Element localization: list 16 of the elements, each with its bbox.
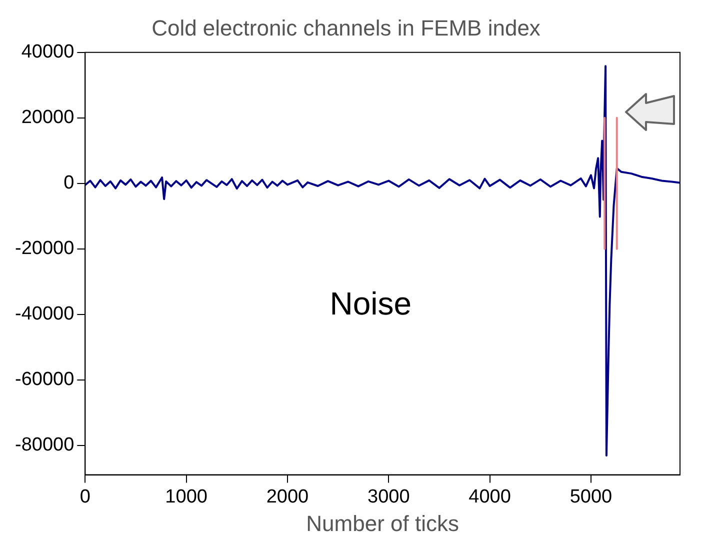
y-tick-label: -20000: [14, 238, 74, 260]
x-tick-label: 4000: [468, 486, 511, 508]
x-tick-label: 3000: [368, 486, 410, 508]
y-tick-label: 40000: [21, 42, 74, 63]
x-tick-label: 5000: [570, 486, 612, 508]
x-tick-label: 2000: [266, 486, 309, 508]
annotation: Noise: [330, 286, 412, 322]
chart-title: Cold electronic channels in FEMB index: [152, 15, 540, 40]
x-tick-label: 1000: [165, 486, 208, 508]
y-tick-label: 0: [64, 172, 74, 194]
y-tick-label: 20000: [21, 107, 74, 128]
y-tick-label: -60000: [14, 369, 74, 390]
y-tick-label: -80000: [14, 434, 74, 456]
y-tick-label: -40000: [14, 304, 74, 325]
x-tick-label: 0: [80, 486, 90, 508]
x-axis-title: Number of ticks: [306, 510, 459, 536]
